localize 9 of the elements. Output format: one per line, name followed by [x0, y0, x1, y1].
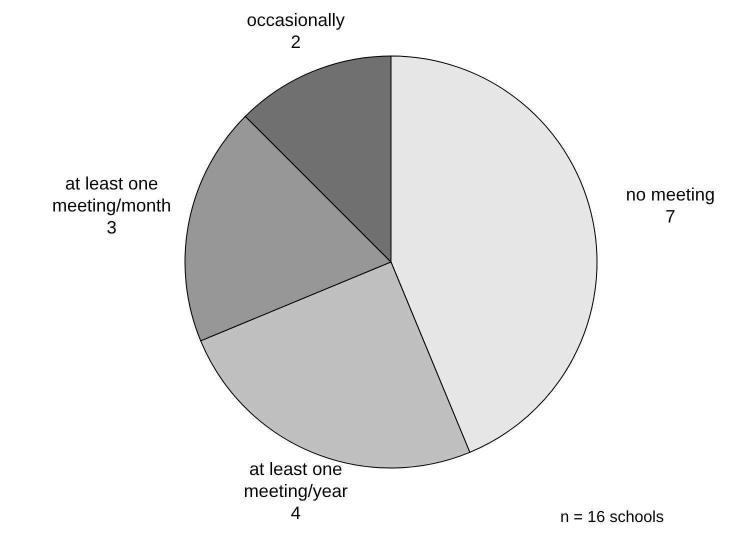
slice-label: at least one meeting/month	[52, 173, 172, 216]
text: n = 16 schools	[560, 509, 664, 526]
slice-label: occasionally	[246, 10, 345, 30]
slice-label: at least one meeting/year	[244, 458, 348, 501]
slice-label: no meeting	[626, 184, 715, 204]
data-label: 4	[290, 502, 301, 523]
data-label: 2	[290, 32, 301, 52]
data-label: 7	[665, 206, 676, 226]
data-label: 3	[106, 217, 117, 238]
